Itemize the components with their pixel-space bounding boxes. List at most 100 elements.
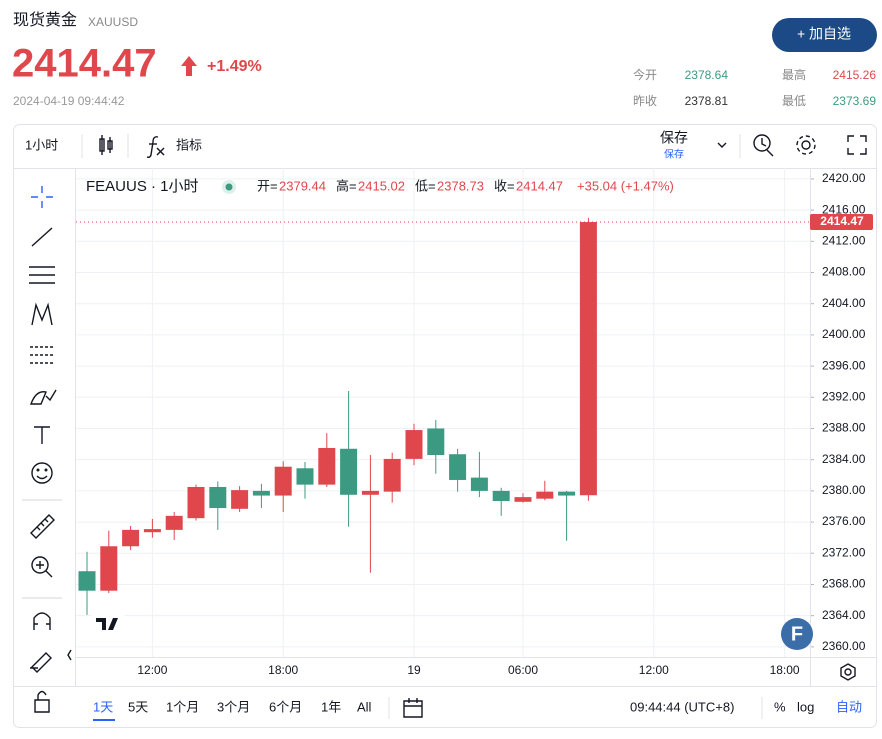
crosshair-tool[interactable] xyxy=(31,186,53,208)
lock-draw-tool[interactable] xyxy=(30,652,52,673)
ohlc-value: 2379.44 xyxy=(279,178,326,193)
stat-label: 昨收 xyxy=(633,94,657,108)
log-toggle[interactable]: log xyxy=(797,699,814,714)
grid: 2360.00 2364.00 2368.00 2372.00 2376.00 2380.… xyxy=(76,168,866,677)
stat-value: 2373.69 xyxy=(833,94,877,108)
status-dot xyxy=(225,183,233,191)
ohlc-key: 低= xyxy=(415,178,436,193)
candle-body xyxy=(187,486,205,519)
pattern-tool[interactable] xyxy=(31,302,53,326)
brush-tool[interactable] xyxy=(30,389,57,405)
lock-tool[interactable] xyxy=(34,690,50,713)
magnet-tool[interactable] xyxy=(33,612,51,630)
save[interactable]: 保存 xyxy=(660,130,688,146)
ohlc-key: 收= xyxy=(494,178,515,193)
candle-body xyxy=(579,222,597,496)
range-option[interactable]: 3个月 xyxy=(217,699,250,714)
stats: 今开 2378.64 最高 2415.26 昨收 2378.81 最低 2373.69 xyxy=(633,67,876,108)
candle-body xyxy=(449,454,467,480)
last-price-tag xyxy=(810,214,873,231)
dropdown[interactable] xyxy=(717,142,727,148)
ohlc-key: 开= xyxy=(257,178,278,193)
y-tick-label: 2368.00 xyxy=(822,577,866,591)
ohlc-value: 2415.02 xyxy=(358,178,405,193)
ohlc-key: 高= xyxy=(336,178,357,193)
y-tick-label: 2404.00 xyxy=(822,296,866,310)
range-option[interactable]: 1个月 xyxy=(166,699,199,714)
candle-body xyxy=(231,490,249,509)
alert-icon[interactable] xyxy=(753,134,774,157)
trendline-tool[interactable] xyxy=(31,227,53,247)
settings-icon[interactable] xyxy=(796,135,816,155)
chart-title: FEAUUS · 1小时 xyxy=(86,178,199,195)
y-tick-label: 2364.00 xyxy=(822,608,866,622)
candle-body xyxy=(558,491,576,496)
clock: 09:44:44 (UTC+8) xyxy=(630,699,734,714)
candle-body xyxy=(296,468,314,485)
x-tick-label: 18:00 xyxy=(770,663,800,677)
parallel-tool[interactable] xyxy=(29,266,55,284)
y-tick-label: 2376.00 xyxy=(822,514,866,528)
range-option[interactable]: All xyxy=(357,699,372,714)
candle-body xyxy=(361,490,379,495)
collapse-tools[interactable] xyxy=(67,649,72,661)
emoji-tool[interactable] xyxy=(31,462,53,484)
range-option[interactable]: 5天 xyxy=(128,699,148,714)
ohlc-value: 2414.47 xyxy=(516,178,563,193)
last-price-label: 2414.47 xyxy=(820,214,864,228)
indicators[interactable]: 指标 xyxy=(176,137,202,152)
x-tick-label: 19 xyxy=(407,663,421,677)
stat-value: 2415.26 xyxy=(833,68,877,82)
y-tick-label: 2388.00 xyxy=(822,421,866,435)
save-sub[interactable]: 保存 xyxy=(664,148,684,161)
f-logo xyxy=(781,618,813,650)
stat-value: 2378.81 xyxy=(685,94,729,108)
interval[interactable]: 1小时 xyxy=(25,137,58,152)
candle-body xyxy=(492,490,510,502)
ruler-tool[interactable] xyxy=(30,514,55,539)
candle-body xyxy=(209,486,227,509)
add-watchlist-label[interactable]: + 加自选 xyxy=(797,26,851,42)
x-tick-label: 12:00 xyxy=(137,663,167,677)
instrument-name: 现货黄金 xyxy=(13,11,77,29)
calendar-icon[interactable] xyxy=(403,698,423,718)
percent-toggle[interactable]: % xyxy=(774,699,786,714)
text-tool[interactable] xyxy=(34,426,50,444)
symbol: XAUUSD xyxy=(88,15,138,29)
y-tick-label: 2412.00 xyxy=(822,233,866,247)
candle-body xyxy=(470,477,488,491)
range-option[interactable]: 1天 xyxy=(93,699,113,714)
candle-body xyxy=(274,466,292,496)
axis-settings[interactable] xyxy=(840,663,856,681)
zoom-tool[interactable] xyxy=(31,556,53,578)
auto-toggle[interactable]: 自动 xyxy=(836,699,862,714)
candle-body xyxy=(405,430,423,459)
y-tick-label: 2420.00 xyxy=(822,171,866,185)
ohlc-legend: 开= 2379.44 高= 2415.02 低= 2378.73 收= 2414.47 +35.… xyxy=(257,178,674,193)
candle-body xyxy=(318,447,336,485)
range-option[interactable]: 1年 xyxy=(321,699,341,714)
candle-body xyxy=(383,458,401,492)
datetime: 2024-04-19 09:44:42 xyxy=(13,94,125,108)
x-tick-label: 06:00 xyxy=(508,663,538,677)
stat-label: 今开 xyxy=(633,67,657,82)
fx-icon[interactable] xyxy=(146,136,165,158)
stat-label: 最高 xyxy=(782,67,806,82)
fullscreen-icon[interactable] xyxy=(847,135,867,155)
chart-frame xyxy=(13,124,877,728)
price: 2414.47 xyxy=(12,42,157,86)
x-tick-label: 12:00 xyxy=(639,663,669,677)
y-tick-label: 2372.00 xyxy=(822,545,866,559)
candle-icon[interactable] xyxy=(99,135,113,155)
stat-label: 最低 xyxy=(782,94,806,108)
add-watchlist-button[interactable] xyxy=(772,18,877,52)
range-option[interactable]: 6个月 xyxy=(269,699,302,714)
y-tick-label: 2384.00 xyxy=(822,452,866,466)
fib-tool[interactable] xyxy=(30,346,54,364)
y-tick-label: 2380.00 xyxy=(822,483,866,497)
x-tick-label: 18:00 xyxy=(268,663,298,677)
candle-body xyxy=(427,428,445,456)
up-arrow xyxy=(181,56,197,76)
